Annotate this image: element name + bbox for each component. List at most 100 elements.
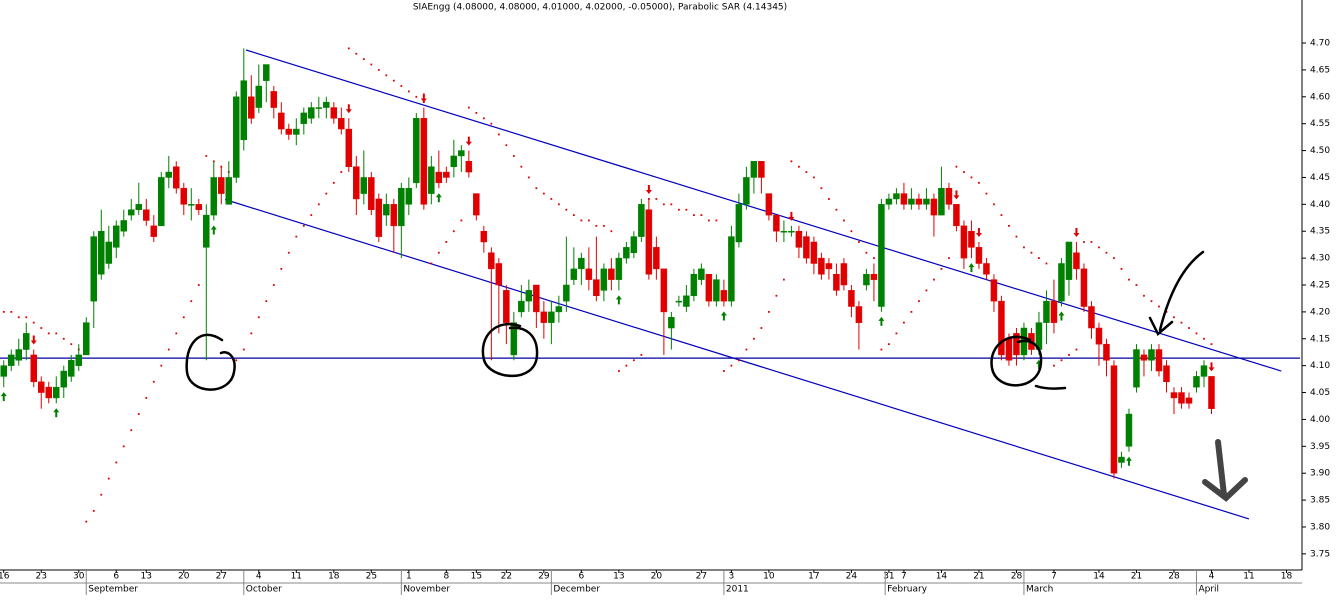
candle-body xyxy=(945,187,953,205)
sar-dot xyxy=(888,343,890,346)
candle-body xyxy=(15,349,23,361)
sar-dot xyxy=(1000,214,1003,216)
sar-dot xyxy=(1150,300,1153,303)
x-tick-label: 20 xyxy=(651,572,663,582)
sar-dot xyxy=(1090,241,1093,243)
y-tick-label: 4.15 xyxy=(1310,334,1330,344)
sar-dot xyxy=(858,241,860,243)
sar-dot xyxy=(670,203,673,206)
candle-body xyxy=(833,273,840,291)
x-tick-label: 29 xyxy=(538,572,550,582)
candle-body xyxy=(495,263,503,286)
sar-dot xyxy=(685,208,688,211)
sar-dot xyxy=(783,278,785,281)
sar-dot xyxy=(430,262,433,265)
candle-body xyxy=(758,161,765,178)
candle-body xyxy=(150,225,158,237)
sar-dot xyxy=(1008,224,1010,227)
sar-dot xyxy=(587,219,590,222)
buy-signal xyxy=(968,263,975,273)
x-tick-label: 13 xyxy=(613,572,624,582)
sar-dot xyxy=(602,224,605,227)
sell-signal xyxy=(465,136,472,146)
sar-dot xyxy=(1113,257,1115,260)
candle-body xyxy=(30,354,38,383)
candle-body xyxy=(1185,397,1193,404)
candle-body xyxy=(465,161,473,173)
candle-body xyxy=(983,263,990,275)
month-label: October xyxy=(246,585,282,595)
candle-body xyxy=(330,107,338,119)
candle-body xyxy=(675,300,683,303)
candle-body xyxy=(0,365,8,377)
x-tick-label: 23 xyxy=(36,572,47,582)
y-tick-label: 4.10 xyxy=(1310,361,1330,371)
month-label: 2011 xyxy=(726,585,749,595)
sar-dot xyxy=(580,219,583,222)
candle-body xyxy=(593,279,600,297)
candle-body xyxy=(428,166,435,194)
sar-dot xyxy=(880,348,883,351)
candle-body xyxy=(165,171,173,178)
x-tick-label: 28 xyxy=(1168,572,1180,582)
candle-body xyxy=(210,177,218,216)
candle-body xyxy=(653,247,660,270)
sar-dot xyxy=(933,278,935,281)
x-tick-label: 28 xyxy=(1011,572,1023,582)
sar-dot xyxy=(137,413,140,415)
sar-dot xyxy=(640,354,643,356)
month-label: April xyxy=(1198,585,1219,595)
candle-body xyxy=(1163,365,1170,383)
sar-dot xyxy=(632,359,635,362)
sar-dot xyxy=(542,192,545,195)
sar-dot xyxy=(467,106,470,109)
month-label: September xyxy=(88,585,138,595)
candle-body xyxy=(975,247,983,264)
candle-body xyxy=(203,214,210,248)
candle-body xyxy=(218,177,225,194)
candle-body xyxy=(195,204,203,210)
x-tick-label: 4 xyxy=(256,572,262,582)
sar-dot xyxy=(798,165,800,168)
sell-signal xyxy=(345,104,352,114)
sar-dot xyxy=(715,219,718,222)
candle-body xyxy=(1193,376,1200,388)
sar-dot xyxy=(25,316,28,319)
sell-signal xyxy=(420,93,427,103)
candle-body xyxy=(420,118,428,205)
candle-body xyxy=(1178,392,1185,404)
candle-body xyxy=(750,161,758,178)
sar-dot xyxy=(385,74,388,77)
sar-dot xyxy=(115,461,118,464)
x-tick-label: 20 xyxy=(178,572,190,582)
sar-dot xyxy=(978,181,980,184)
sar-dot xyxy=(970,176,973,179)
sar-dot xyxy=(662,203,665,206)
candle-body xyxy=(375,198,383,237)
sar-dot xyxy=(1045,262,1048,265)
y-tick-label: 3.80 xyxy=(1310,522,1330,532)
buy-signal xyxy=(210,225,217,235)
candle-body xyxy=(563,284,570,302)
sar-dot xyxy=(1083,241,1085,243)
candle-body xyxy=(600,268,608,291)
x-tick-label: 31 xyxy=(883,572,894,582)
sar-dot xyxy=(813,176,815,179)
y-tick-label: 4.40 xyxy=(1310,200,1330,210)
sar-dot xyxy=(197,284,200,286)
candle-body xyxy=(90,236,98,302)
sell-signal xyxy=(645,184,652,194)
candle-body xyxy=(683,295,690,307)
sar-dot xyxy=(617,370,620,372)
hand-circle xyxy=(185,333,236,391)
x-tick-label: 15 xyxy=(471,572,482,582)
candle-body xyxy=(1125,413,1133,447)
candle-body xyxy=(825,263,833,270)
sar-dot xyxy=(557,203,560,206)
sar-dot xyxy=(1060,359,1063,362)
sar-dot xyxy=(340,171,343,173)
candle-body xyxy=(915,198,923,205)
candle-body xyxy=(1088,306,1095,329)
sar-dot xyxy=(235,359,238,362)
